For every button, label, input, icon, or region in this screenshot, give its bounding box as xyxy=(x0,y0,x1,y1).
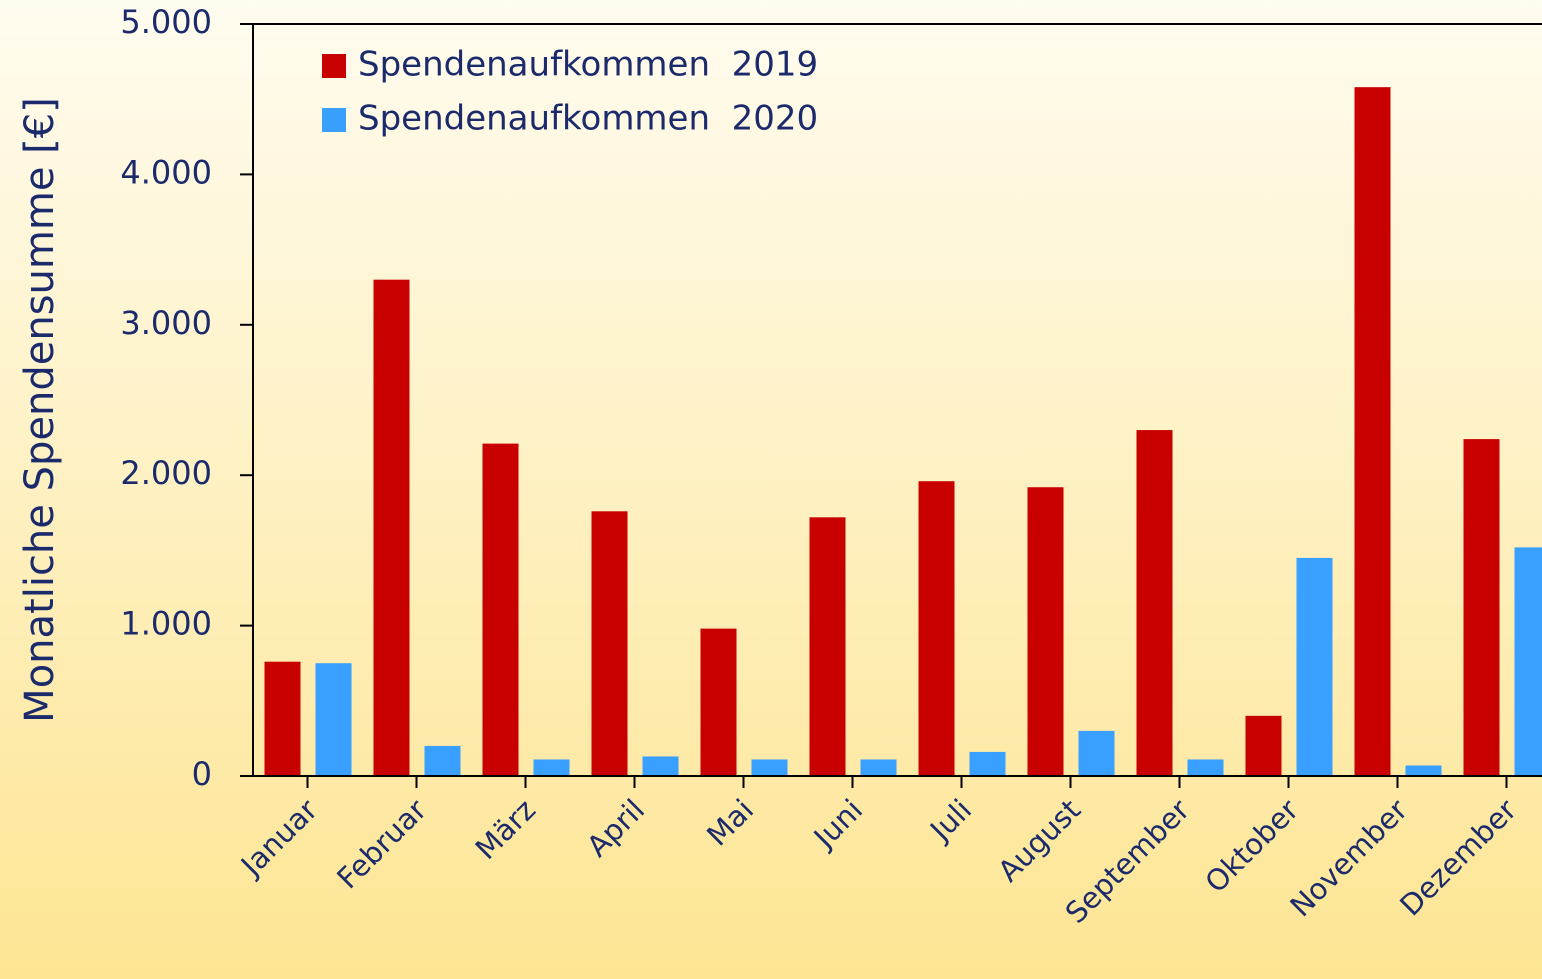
bar xyxy=(1463,439,1500,776)
legend-label: Spendenaufkommen 2019 xyxy=(358,45,818,85)
y-tick-label: 2.000 xyxy=(120,454,212,492)
bar xyxy=(533,759,570,776)
bar xyxy=(918,481,955,776)
bar xyxy=(1245,715,1282,776)
y-axis-title: Monatliche Spendensumme [€] xyxy=(17,97,63,723)
bar xyxy=(969,751,1006,776)
bar xyxy=(373,279,410,776)
bar xyxy=(1078,730,1115,776)
bar xyxy=(860,759,897,776)
bar xyxy=(1187,759,1224,776)
bar xyxy=(1405,765,1442,776)
bar xyxy=(482,443,519,776)
y-tick-label: 4.000 xyxy=(120,153,212,191)
y-tick-label: 1.000 xyxy=(120,605,212,643)
bar xyxy=(424,745,461,776)
y-tick-label: 0 xyxy=(192,755,212,793)
bar xyxy=(315,663,352,776)
bar xyxy=(264,661,301,776)
y-tick-label: 3.000 xyxy=(120,304,212,342)
legend-swatch xyxy=(322,54,346,78)
bar xyxy=(1514,547,1542,776)
bar xyxy=(1354,87,1391,777)
bar xyxy=(591,511,628,776)
bar xyxy=(1027,487,1064,776)
bar xyxy=(642,756,679,776)
legend-label: Spendenaufkommen 2020 xyxy=(358,99,818,139)
bar xyxy=(1296,557,1333,776)
bar xyxy=(1136,430,1173,776)
legend-swatch xyxy=(322,108,346,132)
y-tick-label: 5.000 xyxy=(120,3,212,41)
bar xyxy=(700,628,737,776)
bar xyxy=(809,517,846,776)
bar xyxy=(751,759,788,776)
